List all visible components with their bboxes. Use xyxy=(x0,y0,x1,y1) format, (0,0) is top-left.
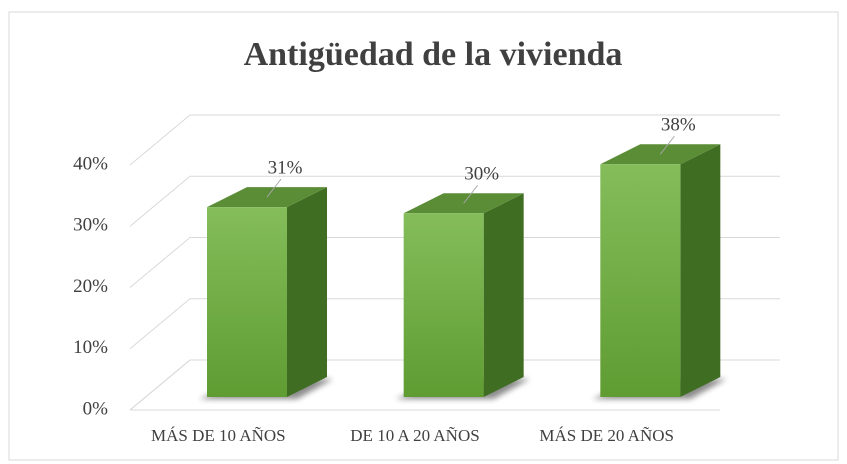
y-tick-label: 40% xyxy=(73,153,108,174)
grid-line xyxy=(129,114,780,166)
data-label: 30% xyxy=(464,164,499,185)
bar-side xyxy=(287,187,327,397)
chart-title: Antigüedad de la vivienda xyxy=(244,36,623,73)
leader-line xyxy=(659,135,675,155)
bar-side xyxy=(680,144,721,397)
grid-line xyxy=(129,359,780,411)
bar xyxy=(403,213,484,397)
bar xyxy=(207,207,287,397)
bar xyxy=(600,164,681,397)
y-tick-label: 0% xyxy=(83,398,109,419)
x-tick-label: MÁS DE 10 AÑOS xyxy=(151,426,286,445)
data-label: 38% xyxy=(661,115,696,136)
grid-line xyxy=(129,298,780,350)
bar-side xyxy=(483,193,524,397)
grid-line xyxy=(129,175,780,227)
y-tick-label: 10% xyxy=(73,337,108,358)
grid-line xyxy=(129,237,780,288)
x-tick-label: MÁS DE 20 AÑOS xyxy=(539,426,674,445)
y-tick-label: 30% xyxy=(73,215,108,236)
y-tick-label: 20% xyxy=(73,276,108,297)
x-tick-label: DE 10 A 20 AÑOS xyxy=(350,426,479,445)
data-label: 31% xyxy=(268,157,303,178)
leader-line xyxy=(266,178,282,198)
leader-line xyxy=(463,184,479,204)
